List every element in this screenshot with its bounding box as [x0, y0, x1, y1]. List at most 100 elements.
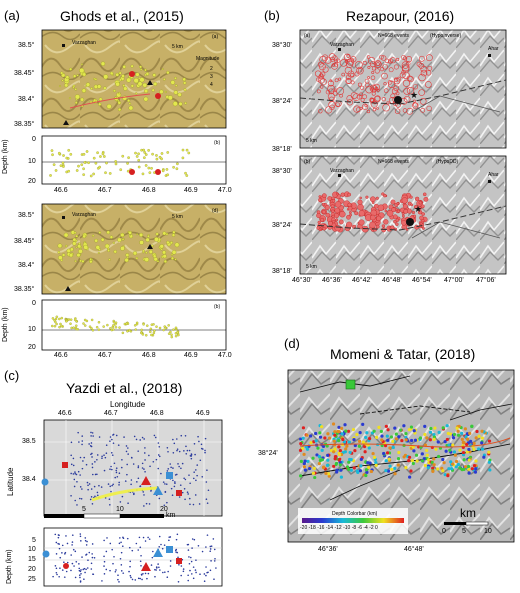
- b-lat-tick: 38°30': [272, 168, 292, 175]
- event-marker: [364, 473, 368, 478]
- event-marker: [323, 436, 327, 440]
- event-marker: [154, 575, 156, 578]
- event-marker: [419, 215, 424, 221]
- event-marker: [98, 436, 101, 438]
- event-marker: [94, 161, 98, 165]
- event-marker: [118, 481, 120, 484]
- event-marker: [57, 542, 59, 545]
- event-marker: [112, 562, 114, 565]
- event-marker: [387, 80, 393, 85]
- event-marker: [81, 556, 83, 558]
- event-marker: [99, 155, 102, 158]
- d-lon-tick: 46°36': [318, 546, 338, 553]
- event-marker: [103, 469, 106, 472]
- event-marker: [174, 481, 176, 483]
- event-marker: [180, 565, 183, 567]
- event-marker: [161, 68, 164, 71]
- event-marker: [404, 466, 408, 470]
- event-marker: [70, 569, 72, 572]
- event-marker: [66, 248, 71, 253]
- event-marker: [160, 472, 162, 475]
- event-marker: [158, 566, 160, 569]
- event-marker: [60, 324, 63, 328]
- event-marker: [119, 501, 122, 503]
- event-marker: [402, 71, 410, 80]
- event-marker: [420, 65, 428, 73]
- event-marker: [188, 497, 191, 500]
- event-marker: [112, 324, 115, 327]
- event-marker: [114, 326, 118, 329]
- event-marker: [155, 157, 159, 161]
- event-marker: [148, 171, 152, 175]
- event-marker: [80, 497, 83, 500]
- event-marker: [432, 463, 436, 467]
- event-marker: [181, 156, 185, 160]
- event-marker: [143, 452, 146, 454]
- event-marker: [333, 430, 337, 434]
- event-marker: [197, 544, 200, 547]
- event-marker: [50, 324, 54, 328]
- event-marker: [131, 578, 134, 581]
- event-marker: [467, 471, 471, 475]
- event-marker: [154, 436, 157, 439]
- event-marker: [331, 199, 336, 203]
- event-marker: [303, 459, 307, 463]
- event-marker: [142, 249, 145, 253]
- event-marker: [397, 450, 401, 455]
- event-marker: [401, 65, 410, 73]
- event-marker: [408, 475, 412, 479]
- a1-depth-ylabel: Depth (km): [2, 139, 9, 174]
- event-marker: [112, 434, 114, 436]
- event-marker: [331, 62, 338, 70]
- event-marker: [91, 329, 95, 332]
- event-marker: [411, 445, 415, 449]
- event-marker: [63, 576, 66, 578]
- event-marker: [390, 467, 394, 472]
- event-marker: [190, 457, 193, 460]
- event-marker: [139, 439, 142, 441]
- panel-c-depth: [42, 527, 223, 587]
- event-marker: [422, 457, 426, 461]
- event-marker: [78, 249, 83, 254]
- event-marker: [372, 455, 377, 460]
- event-marker: [87, 484, 89, 487]
- event-marker: [339, 468, 343, 472]
- event-marker: [155, 154, 158, 157]
- event-marker: [214, 557, 216, 560]
- event-marker: [200, 443, 203, 446]
- event-marker: [366, 109, 371, 114]
- event-marker: [117, 574, 119, 577]
- event-marker: [186, 543, 189, 546]
- event-marker: [196, 464, 199, 466]
- event-marker: [356, 94, 362, 100]
- event-marker: [357, 444, 362, 448]
- event-marker: [183, 81, 187, 85]
- event-marker: [382, 64, 388, 70]
- event-marker: [57, 536, 60, 539]
- event-marker: [94, 495, 96, 498]
- event-marker: [144, 153, 148, 156]
- event-marker: [89, 174, 93, 178]
- event-marker: [414, 196, 420, 202]
- event-marker: [54, 533, 57, 536]
- event-marker: [112, 442, 115, 444]
- event-marker: [83, 567, 86, 570]
- event-marker: [148, 249, 153, 254]
- event-marker: [82, 322, 85, 325]
- event-marker: [162, 328, 165, 332]
- event-marker: [130, 483, 132, 486]
- event-marker: [83, 456, 86, 459]
- event-marker: [70, 326, 73, 330]
- event-marker: [127, 502, 129, 504]
- panel-b-map2: ★: [299, 155, 507, 275]
- event-marker: [114, 570, 117, 573]
- event-marker: [327, 80, 334, 87]
- event-marker: [109, 440, 111, 442]
- event-marker: [61, 253, 66, 257]
- event-marker: [118, 326, 121, 329]
- event-marker: [114, 160, 118, 163]
- event-marker: [393, 64, 399, 70]
- event-marker: [141, 172, 145, 176]
- event-marker: [102, 155, 106, 158]
